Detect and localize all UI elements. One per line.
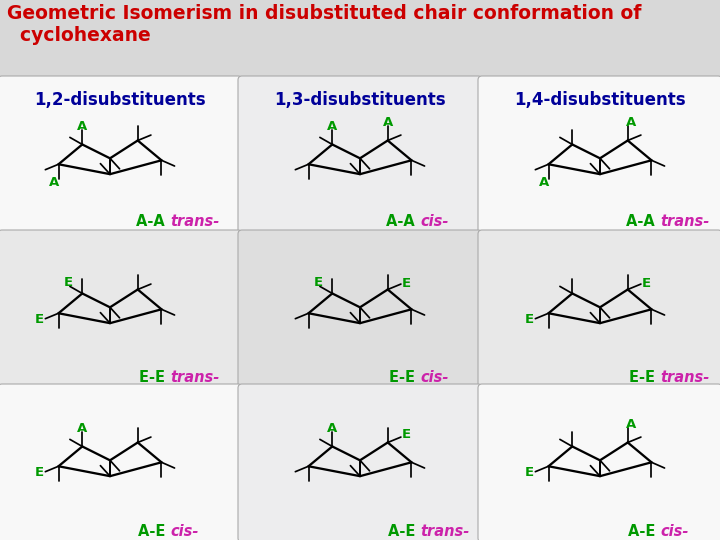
Text: trans-: trans-: [660, 369, 709, 384]
Text: Geometric Isomerism in disubstituted chair conformation of: Geometric Isomerism in disubstituted cha…: [7, 4, 642, 23]
Text: trans-: trans-: [660, 214, 709, 230]
FancyBboxPatch shape: [0, 384, 242, 540]
Text: 1,3-disubstituents: 1,3-disubstituents: [274, 91, 446, 109]
Text: A-E: A-E: [387, 524, 420, 539]
FancyBboxPatch shape: [0, 76, 242, 234]
Text: E: E: [525, 466, 534, 479]
Text: trans-: trans-: [170, 369, 220, 384]
Text: 1,4-disubstituents: 1,4-disubstituents: [514, 91, 686, 109]
Text: A: A: [77, 422, 87, 435]
Text: cis-: cis-: [660, 524, 688, 539]
Text: E: E: [313, 276, 323, 289]
Text: E-E: E-E: [629, 369, 660, 384]
Bar: [0, 0, 720, 78]
Text: A-A: A-A: [386, 214, 420, 230]
Text: E: E: [63, 276, 73, 289]
FancyBboxPatch shape: [238, 384, 482, 540]
Text: A: A: [382, 116, 393, 129]
Text: E: E: [35, 313, 44, 326]
Text: cyclohexane: cyclohexane: [7, 26, 150, 45]
Text: E: E: [35, 466, 44, 479]
FancyBboxPatch shape: [0, 230, 242, 388]
Text: A: A: [626, 418, 636, 431]
Text: A: A: [50, 176, 60, 189]
Text: cis-: cis-: [420, 369, 449, 384]
Text: A: A: [626, 116, 636, 129]
Text: A-A: A-A: [626, 214, 660, 230]
Text: A-E: A-E: [138, 524, 170, 539]
Text: trans-: trans-: [420, 524, 469, 539]
Text: A: A: [327, 120, 338, 133]
Text: cis-: cis-: [170, 524, 199, 539]
FancyBboxPatch shape: [238, 230, 482, 388]
Text: E: E: [401, 276, 410, 289]
Text: A-A: A-A: [136, 214, 170, 230]
FancyBboxPatch shape: [478, 230, 720, 388]
Text: E-E: E-E: [389, 369, 420, 384]
Text: A-E: A-E: [628, 524, 660, 539]
Text: E: E: [525, 313, 534, 326]
Text: cis-: cis-: [420, 214, 449, 230]
Text: A: A: [77, 120, 87, 133]
FancyBboxPatch shape: [478, 384, 720, 540]
Text: 1,2-disubstituents: 1,2-disubstituents: [34, 91, 206, 109]
FancyBboxPatch shape: [238, 76, 482, 234]
Text: E: E: [401, 428, 410, 441]
Text: E-E: E-E: [139, 369, 170, 384]
FancyBboxPatch shape: [478, 76, 720, 234]
Text: E: E: [642, 276, 650, 289]
Text: A: A: [539, 176, 549, 189]
Text: A: A: [327, 422, 338, 435]
Text: trans-: trans-: [170, 214, 220, 230]
